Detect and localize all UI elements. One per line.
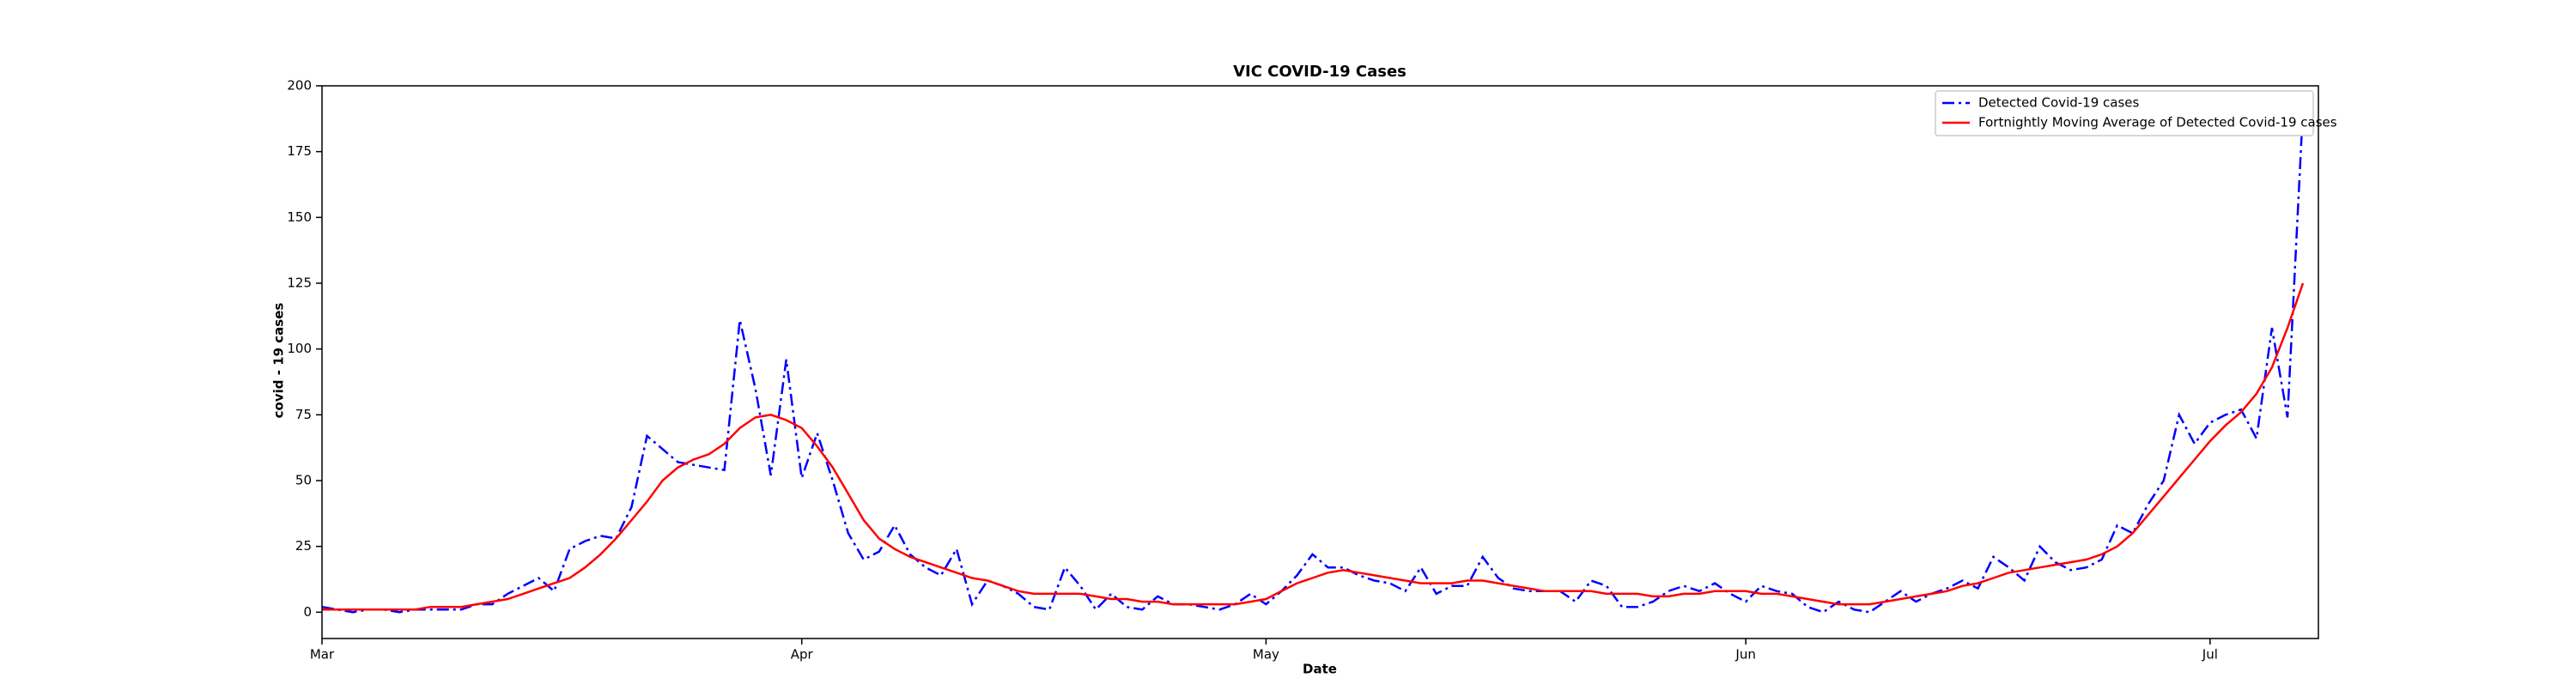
- y-tick-label: 100: [287, 341, 312, 356]
- legend-frame: [1935, 90, 2314, 136]
- x-axis-label: Date: [1303, 662, 1337, 677]
- x-tick-label: May: [1253, 647, 1279, 663]
- series-line: [321, 109, 2305, 614]
- y-tick-label: 125: [287, 275, 312, 291]
- y-tick-label: 25: [295, 538, 312, 554]
- legend-label: Fortnightly Moving Average of Detected C…: [1978, 115, 2337, 130]
- y-tick-label: 200: [287, 78, 312, 94]
- x-tick-label: Apr: [791, 647, 814, 663]
- legend-label: Detected Covid-19 cases: [1978, 95, 2140, 111]
- chart-title: VIC COVID-19 Cases: [1233, 63, 1406, 81]
- x-tick-label: Jun: [1735, 647, 1755, 663]
- y-tick-label: 150: [287, 209, 312, 225]
- legend: Detected Covid-19 cases Fortnightly Movin…: [1935, 90, 2337, 136]
- y-tick-label: 75: [295, 407, 312, 422]
- y-axis-label: covid - 19 cases: [271, 303, 287, 419]
- y-tick-label: 175: [287, 143, 312, 159]
- plot-frame: [321, 85, 2319, 639]
- x-tick-label: Jul: [2202, 647, 2218, 663]
- x-tick-label: Mar: [310, 647, 335, 663]
- y-tick-label: 0: [303, 604, 312, 620]
- y-tick-label: 50: [295, 473, 312, 488]
- series-line: [322, 282, 2305, 611]
